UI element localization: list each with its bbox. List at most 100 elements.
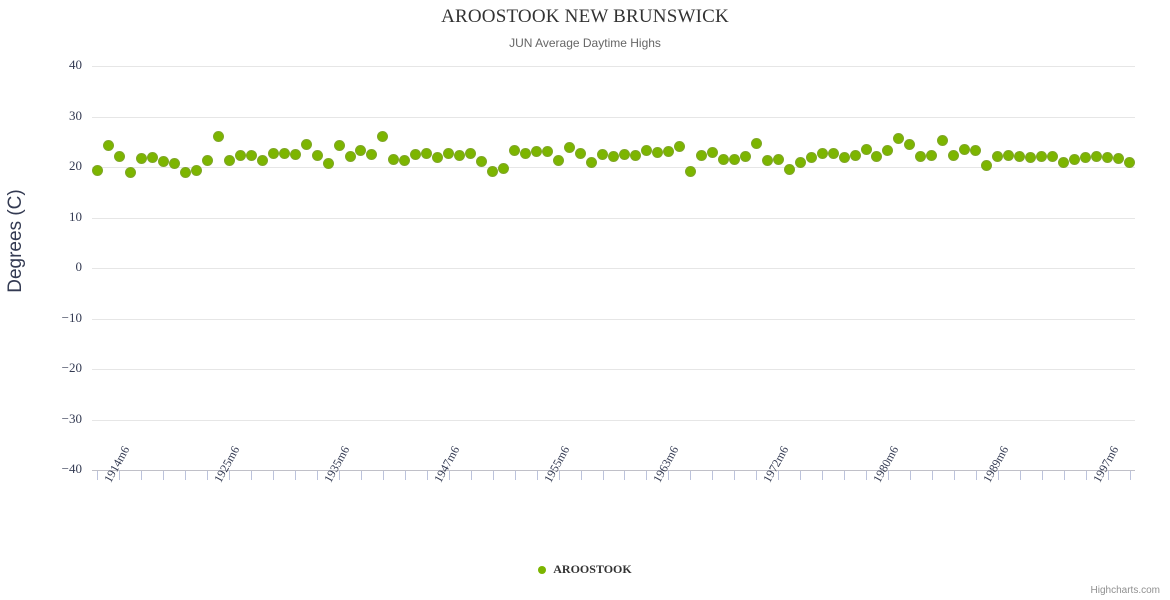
data-point[interactable] — [202, 155, 212, 165]
data-point[interactable] — [411, 150, 421, 160]
data-point[interactable] — [1004, 150, 1014, 160]
data-point[interactable] — [532, 146, 542, 156]
data-point[interactable] — [488, 167, 498, 177]
data-point[interactable] — [389, 154, 399, 164]
data-point[interactable] — [894, 134, 904, 144]
data-point[interactable] — [619, 150, 629, 160]
data-point[interactable] — [345, 152, 355, 162]
data-point[interactable] — [268, 148, 278, 158]
data-point[interactable] — [477, 156, 487, 166]
data-point[interactable] — [630, 150, 640, 160]
data-point[interactable] — [598, 150, 608, 160]
data-point[interactable] — [422, 149, 432, 159]
data-point[interactable] — [180, 167, 190, 177]
data-point[interactable] — [356, 145, 366, 155]
data-point[interactable] — [400, 155, 410, 165]
data-point[interactable] — [455, 151, 465, 161]
data-point[interactable] — [1037, 151, 1047, 161]
data-point[interactable] — [828, 149, 838, 159]
data-point[interactable] — [795, 158, 805, 168]
data-point[interactable] — [169, 159, 179, 169]
data-point[interactable] — [158, 156, 168, 166]
data-point[interactable] — [323, 159, 333, 169]
data-point[interactable] — [257, 156, 267, 166]
data-point[interactable] — [1059, 158, 1069, 168]
data-point[interactable] — [751, 139, 761, 149]
data-point[interactable] — [312, 150, 322, 160]
data-point[interactable] — [696, 151, 706, 161]
data-point[interactable] — [938, 136, 948, 146]
data-point[interactable] — [905, 139, 915, 149]
data-point[interactable] — [971, 146, 981, 156]
data-point[interactable] — [378, 132, 388, 142]
data-point[interactable] — [1048, 152, 1058, 162]
data-point[interactable] — [663, 146, 673, 156]
data-point[interactable] — [674, 141, 684, 151]
credits-link[interactable]: Highcharts.com — [1090, 585, 1160, 596]
data-point[interactable] — [927, 151, 937, 161]
data-point[interactable] — [114, 151, 124, 161]
data-point[interactable] — [1125, 158, 1134, 168]
data-point[interactable] — [125, 168, 135, 178]
data-point[interactable] — [1015, 152, 1025, 162]
data-point[interactable] — [103, 140, 113, 150]
data-point[interactable] — [213, 132, 223, 142]
data-point[interactable] — [916, 151, 926, 161]
data-point[interactable] — [641, 146, 651, 156]
data-point[interactable] — [466, 148, 476, 158]
data-point[interactable] — [806, 152, 816, 162]
data-point[interactable] — [224, 156, 234, 166]
data-point[interactable] — [993, 152, 1003, 162]
data-point[interactable] — [740, 152, 750, 162]
gridline — [92, 167, 1135, 168]
data-point[interactable] — [773, 154, 783, 164]
data-point[interactable] — [521, 149, 531, 159]
data-point[interactable] — [784, 164, 794, 174]
data-point[interactable] — [543, 147, 553, 157]
data-point[interactable] — [279, 149, 289, 159]
data-point[interactable] — [576, 149, 586, 159]
data-point[interactable] — [235, 151, 245, 161]
data-point[interactable] — [433, 152, 443, 162]
data-point[interactable] — [92, 165, 102, 175]
data-point[interactable] — [587, 157, 597, 167]
data-point[interactable] — [290, 150, 300, 160]
data-point[interactable] — [872, 152, 882, 162]
data-point[interactable] — [367, 150, 377, 160]
data-point[interactable] — [1070, 154, 1080, 164]
legend-item-aroostook[interactable]: AROOSTOOK — [538, 562, 632, 577]
x-axis-tick-mark — [449, 471, 450, 480]
data-point[interactable] — [554, 155, 564, 165]
data-point[interactable] — [444, 149, 454, 159]
data-point[interactable] — [839, 153, 849, 163]
data-point[interactable] — [147, 152, 157, 162]
data-point[interactable] — [949, 151, 959, 161]
data-point[interactable] — [729, 155, 739, 165]
data-point[interactable] — [850, 151, 860, 161]
data-point[interactable] — [982, 160, 992, 170]
data-point[interactable] — [334, 141, 344, 151]
data-point[interactable] — [762, 156, 772, 166]
data-point[interactable] — [817, 149, 827, 159]
data-point[interactable] — [960, 145, 970, 155]
data-point[interactable] — [718, 154, 728, 164]
data-point[interactable] — [1081, 152, 1091, 162]
data-point[interactable] — [1114, 154, 1124, 164]
data-point[interactable] — [707, 148, 717, 158]
data-point[interactable] — [652, 147, 662, 157]
x-axis-tick-mark — [976, 471, 977, 480]
data-point[interactable] — [301, 139, 311, 149]
data-point[interactable] — [499, 164, 509, 173]
data-point[interactable] — [246, 150, 256, 160]
data-point[interactable] — [510, 145, 520, 155]
data-point[interactable] — [1026, 152, 1036, 162]
data-point[interactable] — [1092, 152, 1102, 162]
data-point[interactable] — [861, 144, 871, 154]
data-point[interactable] — [685, 166, 695, 176]
data-point[interactable] — [1103, 153, 1113, 163]
data-point[interactable] — [136, 154, 146, 164]
data-point[interactable] — [883, 145, 893, 155]
data-point[interactable] — [609, 152, 618, 162]
data-point[interactable] — [191, 166, 201, 176]
data-point[interactable] — [565, 142, 575, 152]
